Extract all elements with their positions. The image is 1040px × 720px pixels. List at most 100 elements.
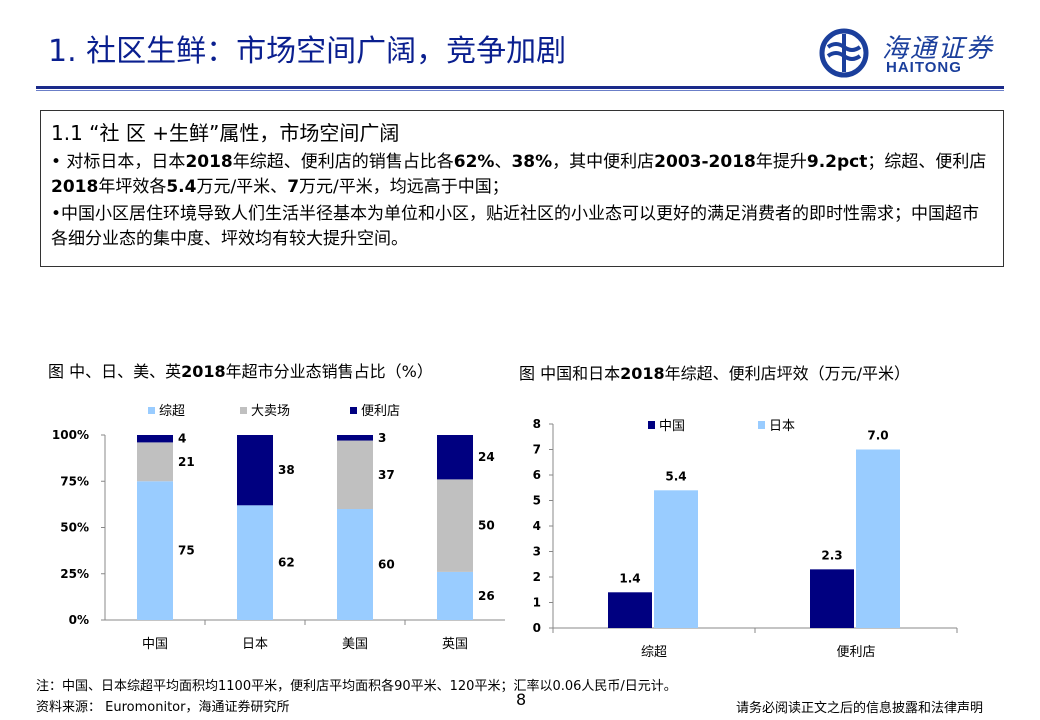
legend-label: 中国 bbox=[659, 419, 685, 434]
summary-box: 1.1 “社 区 +生鲜”属性，市场空间广阔 • 对标日本，日本2018年综超、… bbox=[40, 110, 1004, 267]
box.bullet1-run: 年综超、便利店的销售占比各 bbox=[232, 152, 454, 172]
box.bullet1-run: 62% bbox=[453, 152, 495, 172]
y-tick-label: 100% bbox=[52, 428, 89, 442]
bar-综超 bbox=[237, 505, 273, 620]
bar-value-label: 26 bbox=[478, 589, 495, 603]
y-tick-label: 6 bbox=[533, 468, 541, 482]
chart1_title-run: 图 中、日、美、英 bbox=[48, 362, 182, 381]
bar-value-label: 1.4 bbox=[619, 571, 640, 585]
bar-value-label: 62 bbox=[278, 556, 295, 570]
bar-大卖场 bbox=[137, 442, 173, 482]
y-tick-label: 8 bbox=[533, 417, 541, 431]
legend-swatch bbox=[240, 407, 247, 414]
logo-chinese-text: 海通证券 bbox=[882, 34, 995, 64]
box.bullet1-run: • 对标日本，日本 bbox=[51, 152, 186, 172]
bar-value-label: 75 bbox=[178, 544, 195, 558]
company-logo: 海通证券 HAITONG bbox=[818, 26, 1018, 80]
y-tick-label: 2 bbox=[533, 570, 541, 584]
y-tick-label: 0% bbox=[69, 613, 89, 627]
bar-日本 bbox=[856, 449, 900, 628]
y-tick-label: 3 bbox=[533, 545, 541, 559]
y-tick-label: 50% bbox=[60, 521, 89, 535]
box.bullet1-run: 万元/平米、 bbox=[196, 177, 288, 197]
header-divider bbox=[36, 86, 1004, 89]
logo-english-text: HAITONG bbox=[886, 59, 962, 76]
legend-swatch bbox=[350, 407, 357, 414]
chart2_title-run: 年综超、便利店坪效（万元/平米） bbox=[664, 364, 911, 383]
chart1-title: 图 中、日、美、英2018年超市分业态销售占比（%） bbox=[48, 362, 488, 382]
y-tick-label: 0 bbox=[533, 621, 541, 635]
box.bullet1-run: 2003-2018 bbox=[654, 152, 756, 172]
y-tick-label: 75% bbox=[60, 474, 89, 488]
x-category-label: 便利店 bbox=[836, 645, 875, 660]
box.bullet1-run: 7 bbox=[287, 177, 300, 197]
bar-大卖场 bbox=[337, 440, 373, 509]
bar-value-label: 3 bbox=[378, 431, 386, 445]
y-tick-label: 25% bbox=[60, 567, 89, 581]
chart1-stacked-bar: 0% 25% 50% 75% 100% 75 21 4 中国 62 38 日本 60 37 3 美国 26 50 2… bbox=[52, 404, 505, 652]
x-category-label: 综超 bbox=[641, 645, 667, 660]
box.bullet1-run: 2018 bbox=[185, 152, 233, 172]
bar-value-label: 60 bbox=[378, 558, 395, 572]
bar-便利店 bbox=[137, 435, 173, 443]
bar-中国 bbox=[810, 569, 854, 628]
legend-label: 日本 bbox=[769, 419, 795, 434]
x-category-label: 英国 bbox=[442, 637, 468, 652]
bar-value-label: 50 bbox=[478, 519, 495, 533]
disclaimer: 请务必阅读正文之后的信息披露和法律声明 bbox=[736, 701, 984, 716]
bar-综超 bbox=[337, 509, 373, 620]
chart1_title-run: 2018 bbox=[181, 362, 226, 381]
header-divider-thin bbox=[36, 90, 1004, 91]
bar-value-label: 37 bbox=[378, 468, 395, 482]
page-title: 1. 社区生鲜：市场空间广阔，竞争加剧 bbox=[48, 34, 567, 69]
legend-label: 大卖场 bbox=[251, 404, 290, 419]
bar-便利店 bbox=[237, 435, 273, 506]
legend-swatch bbox=[758, 421, 765, 429]
y-tick-label: 1 bbox=[533, 596, 541, 610]
chart1_title-run: 年超市分业态销售占比（%） bbox=[225, 362, 433, 381]
box.bullet1-run: 年提升 bbox=[755, 152, 807, 172]
bar-value-label: 7.0 bbox=[867, 429, 888, 443]
box.bullet1-run: ，其中便利店 bbox=[552, 152, 655, 172]
box.bullet1-run: 5.4 bbox=[166, 177, 197, 197]
bar-value-label: 4 bbox=[178, 432, 186, 446]
chart2-grouped-bar: 0 1 2 3 4 5 6 7 8 1.4 5.4 综超 2.3 7.0 便利店 中国 日本 bbox=[533, 417, 958, 660]
bar-value-label: 38 bbox=[278, 463, 295, 477]
y-tick-label: 7 bbox=[533, 443, 541, 457]
legend-swatch bbox=[148, 407, 155, 414]
bar-value-label: 21 bbox=[178, 455, 195, 469]
box.bullet1-run: 、 bbox=[494, 152, 512, 172]
x-category-label: 日本 bbox=[242, 637, 268, 652]
bar-便利店 bbox=[437, 435, 473, 480]
footnote: 注：中国、日本综超平均面积均1100平米，便利店平均面积各90平米、120平米；… bbox=[36, 679, 677, 694]
bar-便利店 bbox=[337, 435, 373, 441]
legend-swatch bbox=[648, 421, 655, 429]
bar-大卖场 bbox=[437, 479, 473, 572]
box.bullet1-run: 2018 bbox=[51, 177, 99, 197]
box.bullet1-run: 年坪效各 bbox=[98, 177, 167, 197]
chart2_title-run: 图 中国和日本 bbox=[519, 364, 621, 383]
legend-label: 便利店 bbox=[361, 404, 400, 419]
x-category-label: 美国 bbox=[342, 637, 368, 652]
box.bullet1-run: ；综超、便利店 bbox=[867, 152, 987, 172]
bar-value-label: 2.3 bbox=[821, 548, 842, 562]
summary-bullet-2: •中国小区居住环境导致人们生活半径基本为单位和小区，贴近社区的小业态可以更好的满… bbox=[51, 204, 980, 249]
legend-label: 综超 bbox=[159, 404, 185, 419]
bar-value-label: 5.4 bbox=[665, 469, 686, 483]
source-note: 资料来源： Euromonitor，海通证券研究所 bbox=[36, 700, 290, 715]
summary-heading: 1.1 “社 区 +生鲜”属性，市场空间广阔 bbox=[51, 121, 400, 145]
chart2_title-run: 2018 bbox=[620, 364, 665, 383]
bar-综超 bbox=[437, 571, 473, 620]
haitong-emblem-icon bbox=[819, 28, 869, 78]
box.bullet1-run: 9.2pct bbox=[806, 152, 868, 172]
chart2-title: 图 中国和日本2018年综超、便利店坪效（万元/平米） bbox=[519, 364, 939, 384]
y-tick-label: 5 bbox=[533, 494, 541, 508]
x-category-label: 中国 bbox=[142, 637, 168, 652]
bar-中国 bbox=[608, 592, 652, 628]
box.bullet1-run: 38% bbox=[511, 152, 553, 172]
bar-综超 bbox=[137, 481, 173, 620]
bar-日本 bbox=[654, 490, 698, 628]
page-number: 8 bbox=[516, 690, 527, 709]
summary-bullet-1: • 对标日本，日本2018年综超、便利店的销售占比各62%、38%，其中便利店2… bbox=[51, 150, 993, 200]
box.bullet1-run: 万元/平米，均远高于中国； bbox=[299, 177, 509, 197]
